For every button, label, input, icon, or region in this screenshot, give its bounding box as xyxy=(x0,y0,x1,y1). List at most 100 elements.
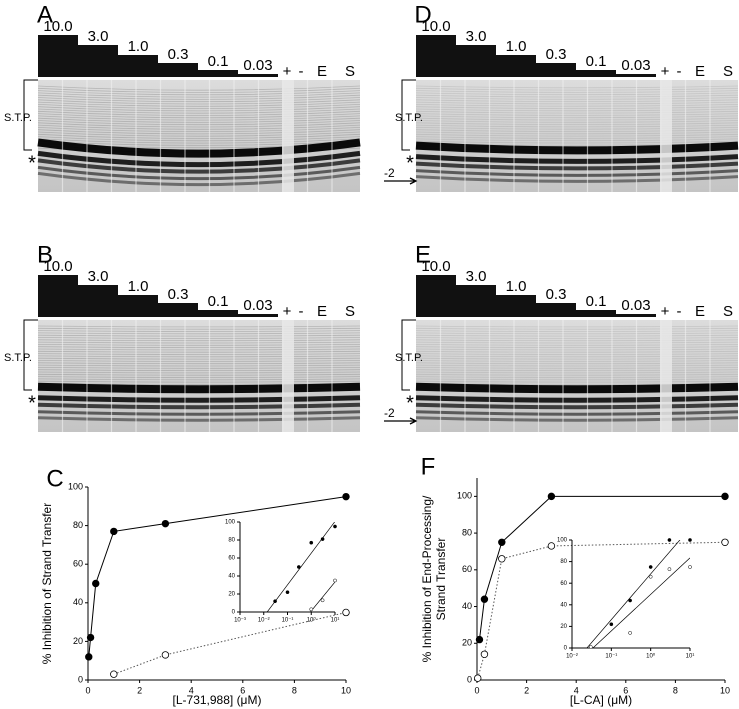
concentration-step xyxy=(158,63,198,77)
gel-ladder xyxy=(37,353,361,355)
gel-band xyxy=(415,382,739,394)
y-tick-label: 60 xyxy=(560,581,567,587)
lane-label: + xyxy=(661,63,670,80)
arrow-label: -2 xyxy=(384,166,395,180)
series-line xyxy=(478,495,725,640)
gel-ladder xyxy=(415,136,739,139)
inset-point xyxy=(688,538,692,542)
concentration-step xyxy=(78,45,118,77)
concentration-label: 1.0 xyxy=(128,278,149,295)
x-tick-label: 10 xyxy=(341,685,351,695)
data-point xyxy=(480,595,489,603)
gel-ladder xyxy=(37,115,361,121)
concentration-step xyxy=(238,314,278,317)
lane-label: + xyxy=(283,303,292,320)
gel-ladder xyxy=(415,133,739,137)
y-tick-label: 80 xyxy=(462,527,472,537)
arrow xyxy=(384,177,418,185)
gel-band xyxy=(415,154,739,164)
inset-point xyxy=(333,578,337,583)
x-tick-label: 8 xyxy=(292,685,297,695)
x-tick-label: 0 xyxy=(85,685,90,695)
gel-ladder xyxy=(37,127,361,132)
gel-ladder xyxy=(37,94,361,100)
x-tick-label: 4 xyxy=(189,685,194,695)
inset-point xyxy=(309,607,314,612)
gel-ladder xyxy=(37,131,361,137)
arrow xyxy=(384,417,418,425)
gel-ladder xyxy=(37,346,361,348)
data-point xyxy=(721,492,729,501)
gel-ladder xyxy=(37,364,361,367)
gel-ladder xyxy=(37,99,361,105)
gel-ladder xyxy=(415,367,739,369)
gel-ladder xyxy=(37,129,361,135)
y-axis-label: % Inhibition of Strand Transfer xyxy=(40,503,54,664)
gel-band xyxy=(415,141,739,155)
lane-label: E xyxy=(317,63,327,80)
concentration-label: 0.3 xyxy=(546,286,567,303)
concentration-step xyxy=(496,295,536,317)
gel-ladder xyxy=(415,376,739,378)
y-tick-label: 0 xyxy=(467,674,472,684)
data-point xyxy=(342,608,350,617)
gel-ladder xyxy=(415,99,739,102)
y-axis-label: Strand Transfer xyxy=(434,538,448,621)
lane-label: E xyxy=(695,303,705,320)
axis xyxy=(476,478,725,681)
concentration-label: 10.0 xyxy=(43,258,72,275)
inset-point xyxy=(609,622,614,627)
gel-ladder xyxy=(415,353,739,355)
gel-ladder xyxy=(37,325,361,328)
concentration-step xyxy=(38,35,78,77)
x-tick-label: 0 xyxy=(474,685,479,695)
fit-line xyxy=(592,557,690,648)
gel-ladder xyxy=(415,337,739,339)
gel-ladder xyxy=(37,113,361,119)
gel-band xyxy=(415,175,739,183)
concentration-step xyxy=(456,285,496,317)
series-line xyxy=(113,611,347,675)
gel-ladder xyxy=(37,110,361,116)
concentration-label: 3.0 xyxy=(466,28,487,45)
gel-ladder xyxy=(415,120,739,123)
gel-band xyxy=(37,410,361,416)
gel-band xyxy=(37,138,361,158)
axis xyxy=(239,522,335,613)
band-marker: * xyxy=(406,392,414,414)
y-tick-label: 20 xyxy=(73,636,83,646)
gel-empty-lane xyxy=(660,80,672,192)
concentration-label: 0.03 xyxy=(243,297,272,314)
y-tick-label: 100 xyxy=(557,538,568,544)
gel-ladder xyxy=(37,380,361,383)
y-tick-label: 40 xyxy=(228,574,235,580)
x-axis-label: [L-CA] (μM) xyxy=(570,693,632,707)
x-tick-label: 10 xyxy=(720,685,730,695)
gel-ladder xyxy=(37,327,361,330)
gel-ladder xyxy=(415,122,739,125)
gel-band xyxy=(37,382,361,394)
y-tick-label: 40 xyxy=(560,602,567,608)
gel-ladder xyxy=(37,357,361,360)
y-tick-label: 60 xyxy=(228,556,235,562)
gel-ladder xyxy=(37,350,361,353)
inset-point xyxy=(285,590,290,595)
region-label: S.T.P. xyxy=(395,112,423,124)
lane-label: + xyxy=(661,303,670,320)
gel-ladder xyxy=(37,339,361,342)
gel-ladder xyxy=(415,129,739,132)
gel-ladder xyxy=(37,367,361,369)
gel-ladder xyxy=(415,334,739,337)
gel-ladder xyxy=(37,330,361,332)
gel-ladder xyxy=(37,106,361,112)
data-point xyxy=(480,650,489,658)
inset-point xyxy=(320,598,325,603)
gel-ladder xyxy=(37,101,361,107)
gel-ladder xyxy=(415,90,739,93)
gel-ladder xyxy=(37,140,361,146)
panel-label: E xyxy=(415,241,431,268)
gel-ladder xyxy=(415,138,739,142)
gel-ladder xyxy=(37,369,361,371)
gel-ladder xyxy=(37,373,361,376)
